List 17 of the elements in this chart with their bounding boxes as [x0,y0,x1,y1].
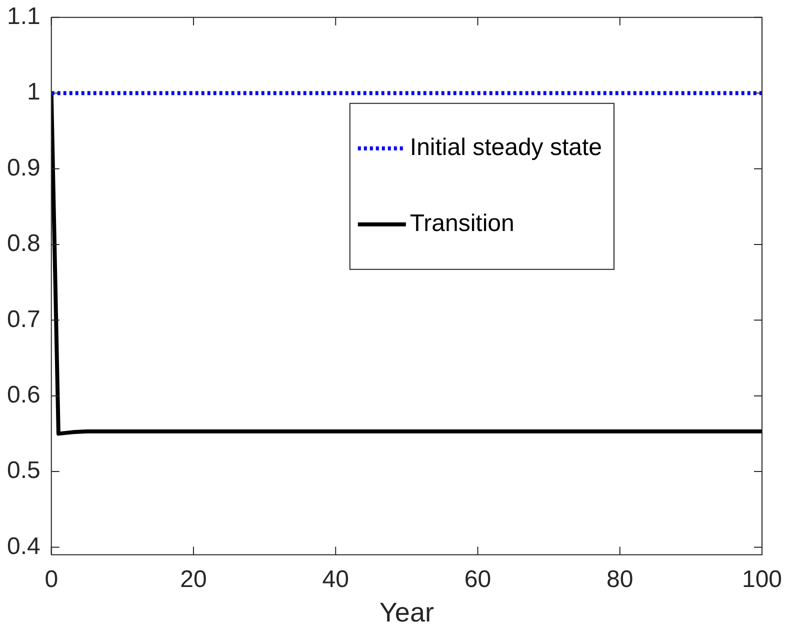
y-tick-label: 1 [27,78,40,106]
x-tick-label: 100 [742,566,782,593]
y-tick-label: 0.7 [6,306,40,333]
legend-label: Initial steady state [410,134,602,162]
x-tick-label: 80 [606,566,634,593]
y-tick-label: 0.6 [6,381,40,408]
legend-label: Transition [410,210,514,238]
y-tick-label: 0.8 [6,230,40,258]
y-tick-label: 0.4 [6,532,40,560]
y-tick-label: 1.1 [6,3,40,30]
y-tick-label: 0.9 [6,154,40,182]
y-tick-label: 0.5 [6,457,40,484]
x-axis-title: Year [379,597,434,628]
x-tick-label: 60 [464,566,492,593]
x-tick-label: 0 [44,566,58,593]
x-tick-label: 40 [322,566,349,593]
x-tick-label: 20 [180,566,207,593]
